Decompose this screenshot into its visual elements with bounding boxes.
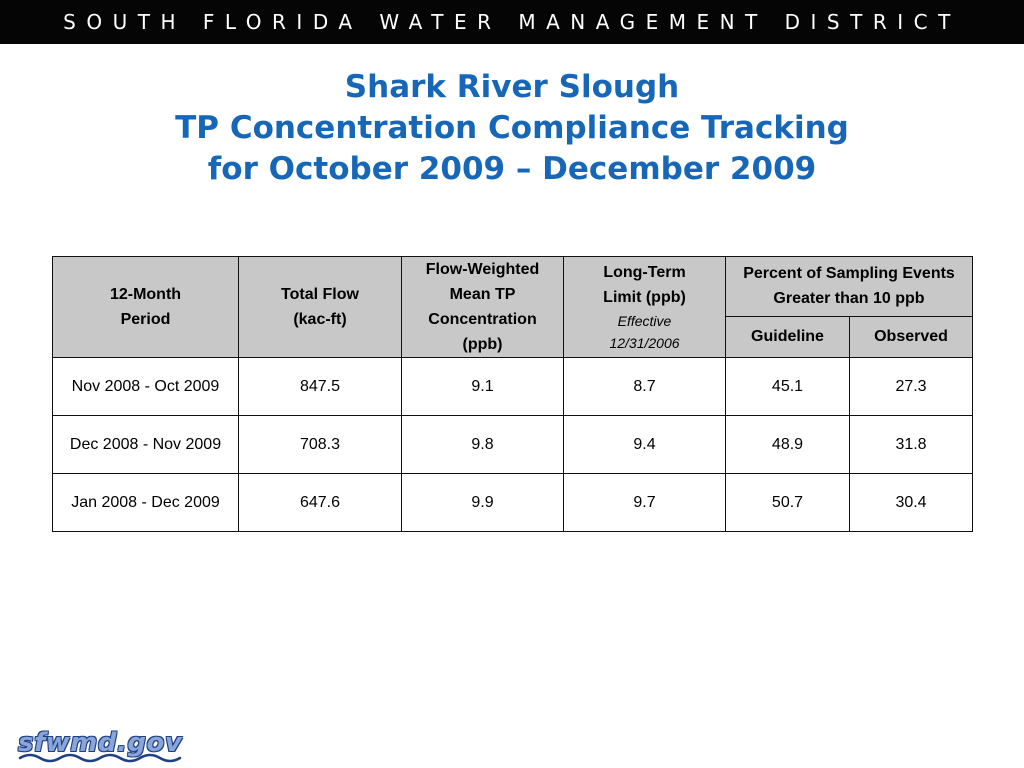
cell-long-term-limit: 9.4 <box>563 415 726 474</box>
header-fwm-line-2: Mean TP <box>449 286 516 303</box>
wave-icon <box>18 753 182 763</box>
cell-total-flow: 847.5 <box>238 357 402 416</box>
header-period-line-1: 12-Month <box>109 286 182 303</box>
header-fwm-line-1: Flow-Weighted <box>425 261 540 278</box>
header-observed: Observed <box>848 315 974 359</box>
cell-total-flow: 708.3 <box>238 415 402 474</box>
header-flow-weighted-mean: Flow-Weighted Mean TP Concentration (ppb… <box>401 256 564 358</box>
title-line-1: Shark River Slough <box>344 69 680 105</box>
cell-guideline: 50.7 <box>725 473 850 532</box>
header-long-term-limit: Long-Term Limit (ppb) Effective 12/31/20… <box>563 256 726 358</box>
compliance-table: 12-Month Period Total Flow (kac-ft) Flow… <box>52 256 974 532</box>
header-total-flow: Total Flow (kac-ft) <box>238 256 402 358</box>
logo-text: sfwmd.gov <box>18 728 183 758</box>
header-row-1: 12-Month Period Total Flow (kac-ft) Flow… <box>52 256 974 358</box>
header-flow-line-2: (kac-ft) <box>293 311 347 328</box>
cell-observed: 27.3 <box>848 357 974 416</box>
title-line-2: TP Concentration Compliance Tracking <box>175 110 849 146</box>
organization-banner: SOUTH FLORIDA WATER MANAGEMENT DISTRICT <box>0 0 1024 44</box>
table-row: Nov 2008 - Oct 2009 847.5 9.1 8.7 45.1 2… <box>52 357 974 416</box>
header-pct-line-1: Percent of Sampling Events <box>743 265 955 283</box>
cell-observed: 31.8 <box>848 415 974 474</box>
cell-guideline: 48.9 <box>725 415 850 474</box>
header-ltl-effective: Effective <box>617 313 672 329</box>
cell-observed: 30.4 <box>848 473 974 532</box>
title-line-3: for October 2009 – December 2009 <box>207 151 817 187</box>
cell-total-flow: 647.6 <box>238 473 402 532</box>
header-percent-sampling-events: Percent of Sampling Events Greater than … <box>724 256 974 317</box>
cell-period: Jan 2008 - Dec 2009 <box>52 473 239 532</box>
header-period-line-2: Period <box>120 311 171 328</box>
header-flow-line-1: Total Flow <box>281 286 359 303</box>
cell-period: Nov 2008 - Oct 2009 <box>52 357 239 416</box>
cell-guideline: 45.1 <box>725 357 850 416</box>
slide-title: Shark River Slough TP Concentration Comp… <box>0 67 1024 190</box>
cell-long-term-limit: 9.7 <box>563 473 726 532</box>
table-row: Jan 2008 - Dec 2009 647.6 9.9 9.7 50.7 3… <box>52 473 974 532</box>
cell-period: Dec 2008 - Nov 2009 <box>52 415 239 474</box>
sfwmd-logo[interactable]: sfwmd.gov <box>18 728 183 766</box>
header-ltl-line-2: Limit (ppb) <box>603 289 686 306</box>
cell-long-term-limit: 8.7 <box>563 357 726 416</box>
header-guideline: Guideline <box>725 315 850 359</box>
header-pct-line-2: Greater than 10 ppb <box>773 290 925 308</box>
header-fwm-line-4: (ppb) <box>462 336 503 353</box>
header-ltl-line-1: Long-Term <box>603 264 686 281</box>
header-ltl-effective-date: 12/31/2006 <box>609 335 680 351</box>
cell-flow-weighted-mean: 9.8 <box>401 415 564 474</box>
table-row: Dec 2008 - Nov 2009 708.3 9.8 9.4 48.9 3… <box>52 415 974 474</box>
header-period: 12-Month Period <box>52 256 239 358</box>
header-fwm-line-3: Concentration <box>428 311 537 328</box>
header-row-2: Guideline Observed <box>53 315 974 359</box>
cell-flow-weighted-mean: 9.1 <box>401 357 564 416</box>
cell-flow-weighted-mean: 9.9 <box>401 473 564 532</box>
